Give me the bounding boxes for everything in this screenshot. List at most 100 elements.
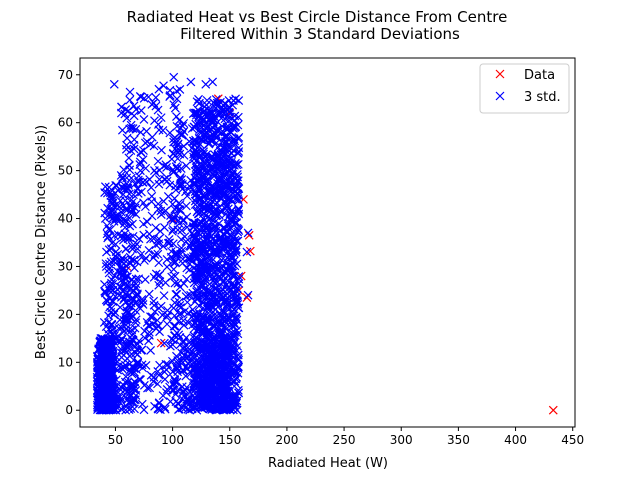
3std-point <box>171 290 181 299</box>
3std-point <box>171 362 181 372</box>
chart-title-line2: Filtered Within 3 Standard Deviations <box>180 25 460 43</box>
3std-point <box>233 341 242 351</box>
3std-point <box>140 202 150 212</box>
3std-point <box>111 213 121 223</box>
3std-point <box>119 327 129 336</box>
3std-point <box>203 212 213 222</box>
3std-point <box>129 190 138 200</box>
3std-point <box>148 319 158 329</box>
3std-point <box>155 405 165 415</box>
3std-point <box>193 209 203 219</box>
y-tick-label: 20 <box>58 307 73 321</box>
3std-point <box>144 245 154 255</box>
y-axis-ticks: 0 10 20 30 40 50 60 70 <box>58 68 80 417</box>
3std-point <box>172 112 181 121</box>
3std-point <box>122 183 132 193</box>
3std-point <box>120 360 130 370</box>
3std-point <box>192 294 201 304</box>
3std-point <box>208 297 217 307</box>
3std-point <box>111 375 121 385</box>
3std-point <box>233 112 243 122</box>
3std-point <box>109 79 119 89</box>
3std-point <box>168 224 178 234</box>
3std-point <box>100 286 110 296</box>
3std-point <box>224 107 234 117</box>
3std-point <box>150 307 160 317</box>
3std-point <box>108 297 118 307</box>
3std-point <box>154 370 164 380</box>
3std-point <box>177 243 186 253</box>
3std-point <box>135 374 144 384</box>
3std-point <box>169 303 179 313</box>
3std-point <box>228 268 238 278</box>
3std-point <box>170 257 180 266</box>
3std-point <box>211 371 221 381</box>
3std-point <box>182 382 192 392</box>
3std-point <box>243 228 253 238</box>
3std-point <box>149 166 159 176</box>
3std-point <box>119 259 129 269</box>
3std-point <box>118 190 128 199</box>
3std-point <box>129 135 139 145</box>
3std-point <box>201 317 211 327</box>
3std-point <box>190 159 200 169</box>
3std-point <box>221 204 230 214</box>
3std-point <box>203 357 213 367</box>
3std-point <box>171 247 181 257</box>
3std-point <box>100 213 110 223</box>
3std-point <box>171 181 180 191</box>
3std-point <box>204 115 214 125</box>
3std-point <box>139 219 148 229</box>
3std-point <box>168 257 178 267</box>
3std-point <box>147 132 157 142</box>
3std-point <box>126 283 136 293</box>
3std-point <box>177 129 187 139</box>
3std-point <box>189 309 199 319</box>
3std-point <box>102 188 112 198</box>
3std-point <box>173 356 183 365</box>
3std-point <box>146 370 156 380</box>
3std-point <box>165 91 175 100</box>
3std-point <box>202 95 212 105</box>
3std-point <box>212 334 222 344</box>
3std-point <box>131 209 141 219</box>
3std-point <box>181 161 191 171</box>
3std-point <box>161 206 170 216</box>
3std-point <box>209 98 218 107</box>
legend-marker-x <box>495 91 505 101</box>
3std-point <box>231 379 241 389</box>
3std-point <box>151 93 161 102</box>
3std-point <box>199 147 209 157</box>
3std-point <box>181 333 191 343</box>
3std-point <box>220 374 230 384</box>
3std-point <box>201 399 210 409</box>
3std-point <box>233 172 243 182</box>
3std-point <box>198 239 207 249</box>
x-tick-label: 200 <box>275 433 298 447</box>
3std-point <box>156 113 166 123</box>
3std-point <box>104 403 114 413</box>
3std-point <box>129 144 139 154</box>
3std-point <box>163 360 173 369</box>
3std-point <box>109 231 119 241</box>
legend: Data 3 std. <box>479 63 570 114</box>
3std-point <box>137 399 147 409</box>
3std-point <box>162 388 171 397</box>
3std-point <box>179 279 189 288</box>
3std-point <box>189 278 199 288</box>
3std-point <box>182 274 192 284</box>
3std-point <box>122 401 131 411</box>
3std-point <box>160 374 170 384</box>
3std-point <box>169 72 179 82</box>
3std-point <box>130 179 140 189</box>
3std-point <box>172 386 182 396</box>
3std-point <box>216 175 226 185</box>
3std-point <box>191 138 201 147</box>
3std-point <box>122 133 132 143</box>
x-tick-label: 400 <box>504 433 527 447</box>
3std-point <box>159 81 168 91</box>
3std-point <box>131 348 141 358</box>
3std-point <box>194 110 204 120</box>
3std-point <box>232 218 242 228</box>
3std-point <box>213 242 223 252</box>
